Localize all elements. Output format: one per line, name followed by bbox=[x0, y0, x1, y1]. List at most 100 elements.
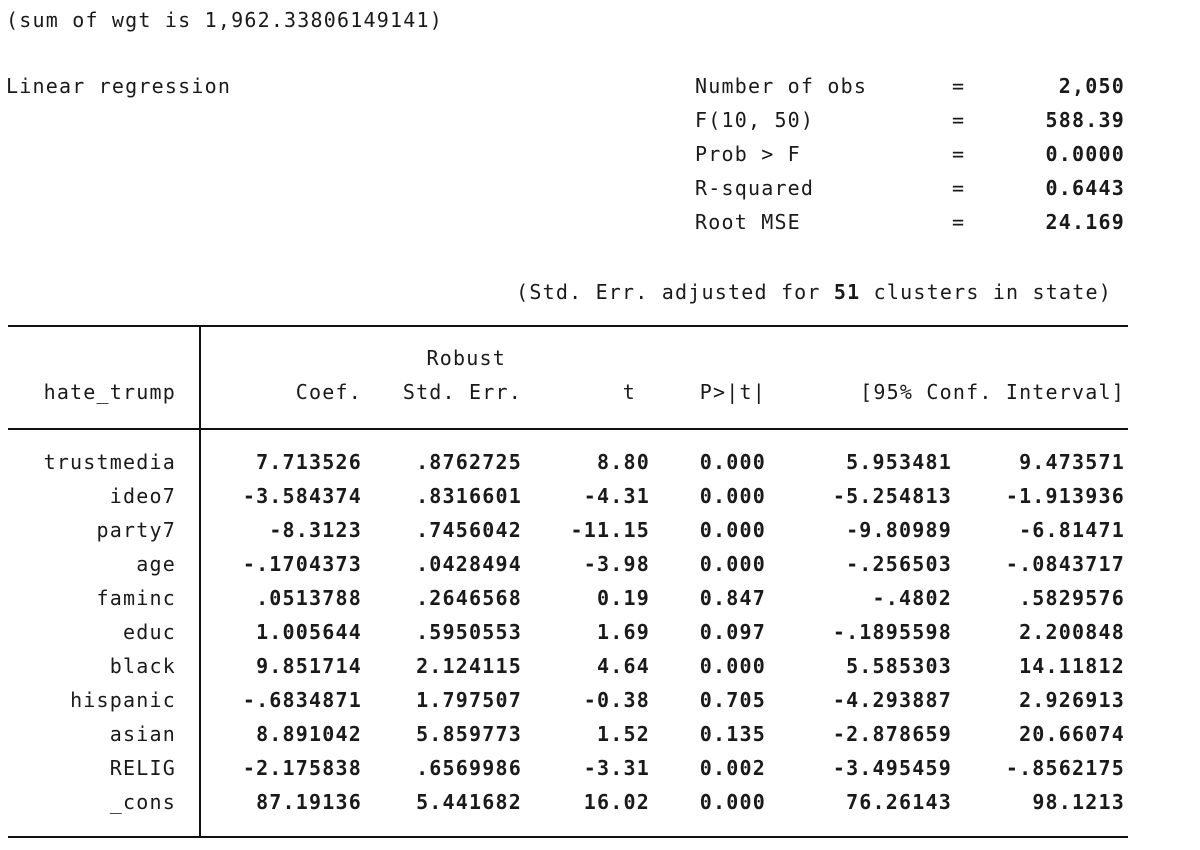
row-var: ideo7 bbox=[109, 484, 176, 508]
row-coef: 1.005644 bbox=[256, 620, 362, 644]
cluster-note: (Std. Err. adjusted for 51 clusters in s… bbox=[516, 280, 1112, 304]
row-ci-low: 5.585303 bbox=[846, 654, 952, 678]
row-ci-low: -.256503 bbox=[846, 552, 952, 576]
row-ci-low: -3.495459 bbox=[832, 756, 952, 780]
header-coef: Coef. bbox=[295, 380, 362, 404]
row-t: -0.38 bbox=[583, 688, 650, 712]
row-ci-high: 98.1213 bbox=[1032, 790, 1125, 814]
row-p: 0.000 bbox=[699, 654, 766, 678]
header-dep-var: hate_trump bbox=[43, 380, 176, 404]
row-ci-low: 76.26143 bbox=[846, 790, 952, 814]
row-p: 0.000 bbox=[699, 484, 766, 508]
row-coef: -2.175838 bbox=[242, 756, 362, 780]
row-ci-high: -1.913936 bbox=[1005, 484, 1125, 508]
stat-eq: = bbox=[952, 176, 966, 200]
row-var: trustmedia bbox=[43, 450, 176, 474]
row-var: RELIG bbox=[109, 756, 176, 780]
stat-value-r2: 0.6443 bbox=[1045, 176, 1125, 200]
stat-label-f: F(10, 50) bbox=[695, 108, 815, 132]
stat-eq: = bbox=[952, 210, 966, 234]
row-coef: .0513788 bbox=[256, 586, 362, 610]
header-ci: [95% Conf. Interval] bbox=[860, 380, 1125, 404]
row-se: .8316601 bbox=[416, 484, 522, 508]
row-ci-high: -6.81471 bbox=[1019, 518, 1125, 542]
row-ci-low: -2.878659 bbox=[832, 722, 952, 746]
row-p: 0.000 bbox=[699, 450, 766, 474]
table-top-rule bbox=[8, 325, 1128, 327]
sum-of-weights-note: (sum of wgt is 1,962.33806149141) bbox=[6, 8, 443, 32]
stat-eq: = bbox=[952, 74, 966, 98]
row-p: 0.000 bbox=[699, 518, 766, 542]
row-se: .2646568 bbox=[416, 586, 522, 610]
stat-value-f: 588.39 bbox=[1045, 108, 1125, 132]
row-coef: 9.851714 bbox=[256, 654, 362, 678]
row-ci-high: 2.926913 bbox=[1019, 688, 1125, 712]
header-p: P>|t| bbox=[699, 380, 766, 404]
row-ci-high: -.0843717 bbox=[1005, 552, 1125, 576]
row-coef: 7.713526 bbox=[256, 450, 362, 474]
cluster-note-suffix: clusters in state) bbox=[860, 280, 1112, 304]
row-var: party7 bbox=[96, 518, 176, 542]
row-se: .6569986 bbox=[416, 756, 522, 780]
row-se: .7456042 bbox=[416, 518, 522, 542]
stat-eq: = bbox=[952, 142, 966, 166]
row-se: 1.797507 bbox=[416, 688, 522, 712]
cluster-count: 51 bbox=[833, 280, 861, 304]
row-coef: -8.3123 bbox=[269, 518, 362, 542]
row-ci-high: 20.66074 bbox=[1019, 722, 1125, 746]
row-se: .8762725 bbox=[416, 450, 522, 474]
row-t: -3.31 bbox=[583, 756, 650, 780]
row-ci-low: -9.80989 bbox=[846, 518, 952, 542]
header-t: t bbox=[622, 380, 636, 404]
table-bottom-rule bbox=[8, 836, 1128, 838]
row-p: 0.097 bbox=[699, 620, 766, 644]
stat-label-rmse: Root MSE bbox=[695, 210, 801, 234]
table-column-separator bbox=[199, 325, 201, 838]
row-se: 5.441682 bbox=[416, 790, 522, 814]
row-ci-low: -.4802 bbox=[872, 586, 952, 610]
row-var: asian bbox=[109, 722, 176, 746]
row-p: 0.000 bbox=[699, 790, 766, 814]
row-var: educ bbox=[123, 620, 176, 644]
row-t: 1.69 bbox=[597, 620, 650, 644]
stat-eq: = bbox=[952, 108, 966, 132]
row-t: 8.80 bbox=[597, 450, 650, 474]
row-coef: 8.891042 bbox=[256, 722, 362, 746]
row-coef: 87.19136 bbox=[256, 790, 362, 814]
stat-value-prob: 0.0000 bbox=[1045, 142, 1125, 166]
row-p: 0.847 bbox=[699, 586, 766, 610]
row-var: _cons bbox=[109, 790, 176, 814]
header-se: Std. Err. bbox=[402, 380, 522, 404]
row-p: 0.002 bbox=[699, 756, 766, 780]
row-t: 4.64 bbox=[597, 654, 650, 678]
cluster-note-prefix: (Std. Err. adjusted for bbox=[516, 280, 834, 304]
header-robust: Robust bbox=[426, 346, 506, 370]
row-var: age bbox=[136, 552, 176, 576]
table-header-rule bbox=[8, 428, 1128, 430]
model-title: Linear regression bbox=[6, 74, 232, 98]
row-ci-low: -.1895598 bbox=[832, 620, 952, 644]
row-p: 0.705 bbox=[699, 688, 766, 712]
stat-label-prob: Prob > F bbox=[695, 142, 801, 166]
row-var: faminc bbox=[96, 586, 176, 610]
row-t: 0.19 bbox=[597, 586, 650, 610]
row-ci-low: -5.254813 bbox=[832, 484, 952, 508]
row-p: 0.000 bbox=[699, 552, 766, 576]
row-p: 0.135 bbox=[699, 722, 766, 746]
row-se: .5950553 bbox=[416, 620, 522, 644]
row-coef: -.6834871 bbox=[242, 688, 362, 712]
row-t: 1.52 bbox=[597, 722, 650, 746]
row-t: -4.31 bbox=[583, 484, 650, 508]
stat-label-r2: R-squared bbox=[695, 176, 815, 200]
stat-value-rmse: 24.169 bbox=[1045, 210, 1125, 234]
row-ci-high: 2.200848 bbox=[1019, 620, 1125, 644]
row-ci-high: -.8562175 bbox=[1005, 756, 1125, 780]
row-coef: -3.584374 bbox=[242, 484, 362, 508]
row-ci-low: 5.953481 bbox=[846, 450, 952, 474]
row-t: -11.15 bbox=[570, 518, 650, 542]
stat-label-nobs: Number of obs bbox=[695, 74, 868, 98]
row-ci-high: .5829576 bbox=[1019, 586, 1125, 610]
row-se: .0428494 bbox=[416, 552, 522, 576]
row-var: hispanic bbox=[70, 688, 176, 712]
row-t: -3.98 bbox=[583, 552, 650, 576]
